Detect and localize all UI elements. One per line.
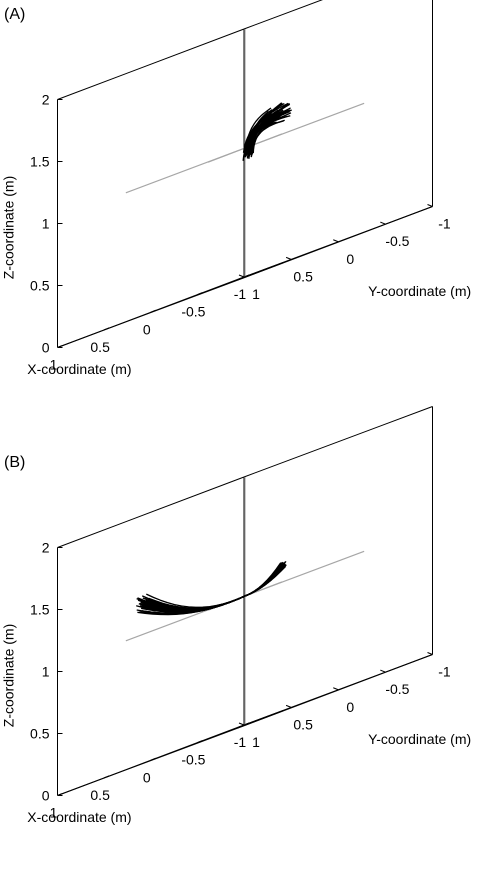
x-tick-label: -0.5 (181, 752, 205, 768)
x-tick (103, 327, 110, 331)
panel-b-plot: 1 0.5 0 -0.5 -1 1 0.5 0 -0.5 -1 0 0.5 1 1.5 2 Z-coordin… (1, 406, 471, 825)
y-tick (333, 239, 339, 243)
y-tick (380, 221, 386, 225)
x-tick (150, 309, 156, 313)
z-tick-label: 2 (42, 540, 50, 556)
panel-a-label: (A) (4, 6, 26, 23)
z-tick-label: 0 (42, 340, 50, 356)
footprint-outline (237, 262, 284, 281)
y-tick (380, 669, 386, 673)
x-tick (197, 740, 203, 744)
y-tick (285, 704, 292, 708)
x-tick-label: 0 (143, 769, 151, 785)
x-axis-title: X-coordinate (m) (27, 809, 131, 825)
y-tick-label: 0.5 (293, 268, 313, 284)
z-tick-label: 1 (42, 216, 50, 232)
y-tick (427, 652, 433, 655)
trajectory-line (244, 107, 272, 153)
y-tick-label: -1 (438, 664, 451, 680)
y-tick (238, 722, 245, 726)
y-tick (427, 204, 433, 207)
z-axis-title: Z-coordinate (m) (1, 624, 17, 727)
trajectory-line (250, 126, 269, 149)
z-tick-label: 2 (42, 92, 50, 108)
x-tick (150, 757, 156, 761)
y-axis-title: Y-coordinate (m) (368, 731, 471, 747)
panel-a: (A) 1 0.5 0 -0.5 -1 1 0.5 0 -0.5 -1 0 0.5 1 1.5 2 Z-coo… (0, 0, 487, 440)
box-edge (243, 406, 433, 478)
x-tick-label: 0.5 (90, 339, 110, 355)
y-tick (333, 687, 339, 691)
y-tick (238, 274, 245, 278)
y-tick-label: -0.5 (385, 681, 409, 697)
z-axis-title: Z-coordinate (m) (1, 176, 17, 279)
trajectory-line (249, 112, 292, 156)
trajectory-line (144, 564, 287, 612)
x-tick (197, 292, 203, 296)
z-tick-label: 0 (42, 788, 50, 804)
panel-b: (B) 1 0.5 0 -0.5 -1 1 0.5 0 -0.5 -1 0 0.5 1 1.5 2 Z-coo… (0, 406, 487, 888)
box-edge (243, 0, 323, 30)
x-tick-label: 1 (50, 805, 58, 821)
y-tick (285, 256, 292, 260)
footprint-outline (237, 710, 284, 729)
x-tick (103, 775, 110, 779)
x-tick-label: -1 (234, 286, 247, 302)
panel-b-label: (B) (4, 454, 26, 471)
z-tick-label: 1 (42, 664, 50, 680)
x-axis-title: X-coordinate (m) (27, 361, 131, 377)
x-tick-label: 0.5 (90, 787, 110, 803)
y-tick-label: 0 (346, 699, 354, 715)
x-tick-label: -0.5 (181, 304, 205, 320)
z-tick-label: 0.5 (30, 278, 50, 294)
trajectory-line (144, 560, 287, 612)
y-axis-title: Y-coordinate (m) (368, 283, 471, 299)
box-edge (57, 476, 245, 548)
x-tick-label: 0 (143, 321, 151, 337)
x-tick-label: -1 (234, 734, 247, 750)
y-tick-label: 0 (346, 251, 354, 267)
z-tick-label: 0.5 (30, 726, 50, 742)
y-tick-label: 1 (252, 734, 260, 750)
y-tick-label: 1 (252, 286, 260, 302)
y-tick-label: 0.5 (293, 716, 313, 732)
z-tick-label: 1.5 (30, 602, 50, 618)
y-tick-label: -0.5 (385, 233, 409, 249)
panel-a-plot: 1 0.5 0 -0.5 -1 1 0.5 0 -0.5 -1 0 0.5 1 1.5 2 Z-coordin… (1, 0, 471, 377)
z-tick-label: 1.5 (30, 154, 50, 170)
x-tick-label: 1 (50, 357, 58, 373)
box-edge (57, 28, 245, 100)
y-tick-label: -1 (438, 216, 451, 232)
